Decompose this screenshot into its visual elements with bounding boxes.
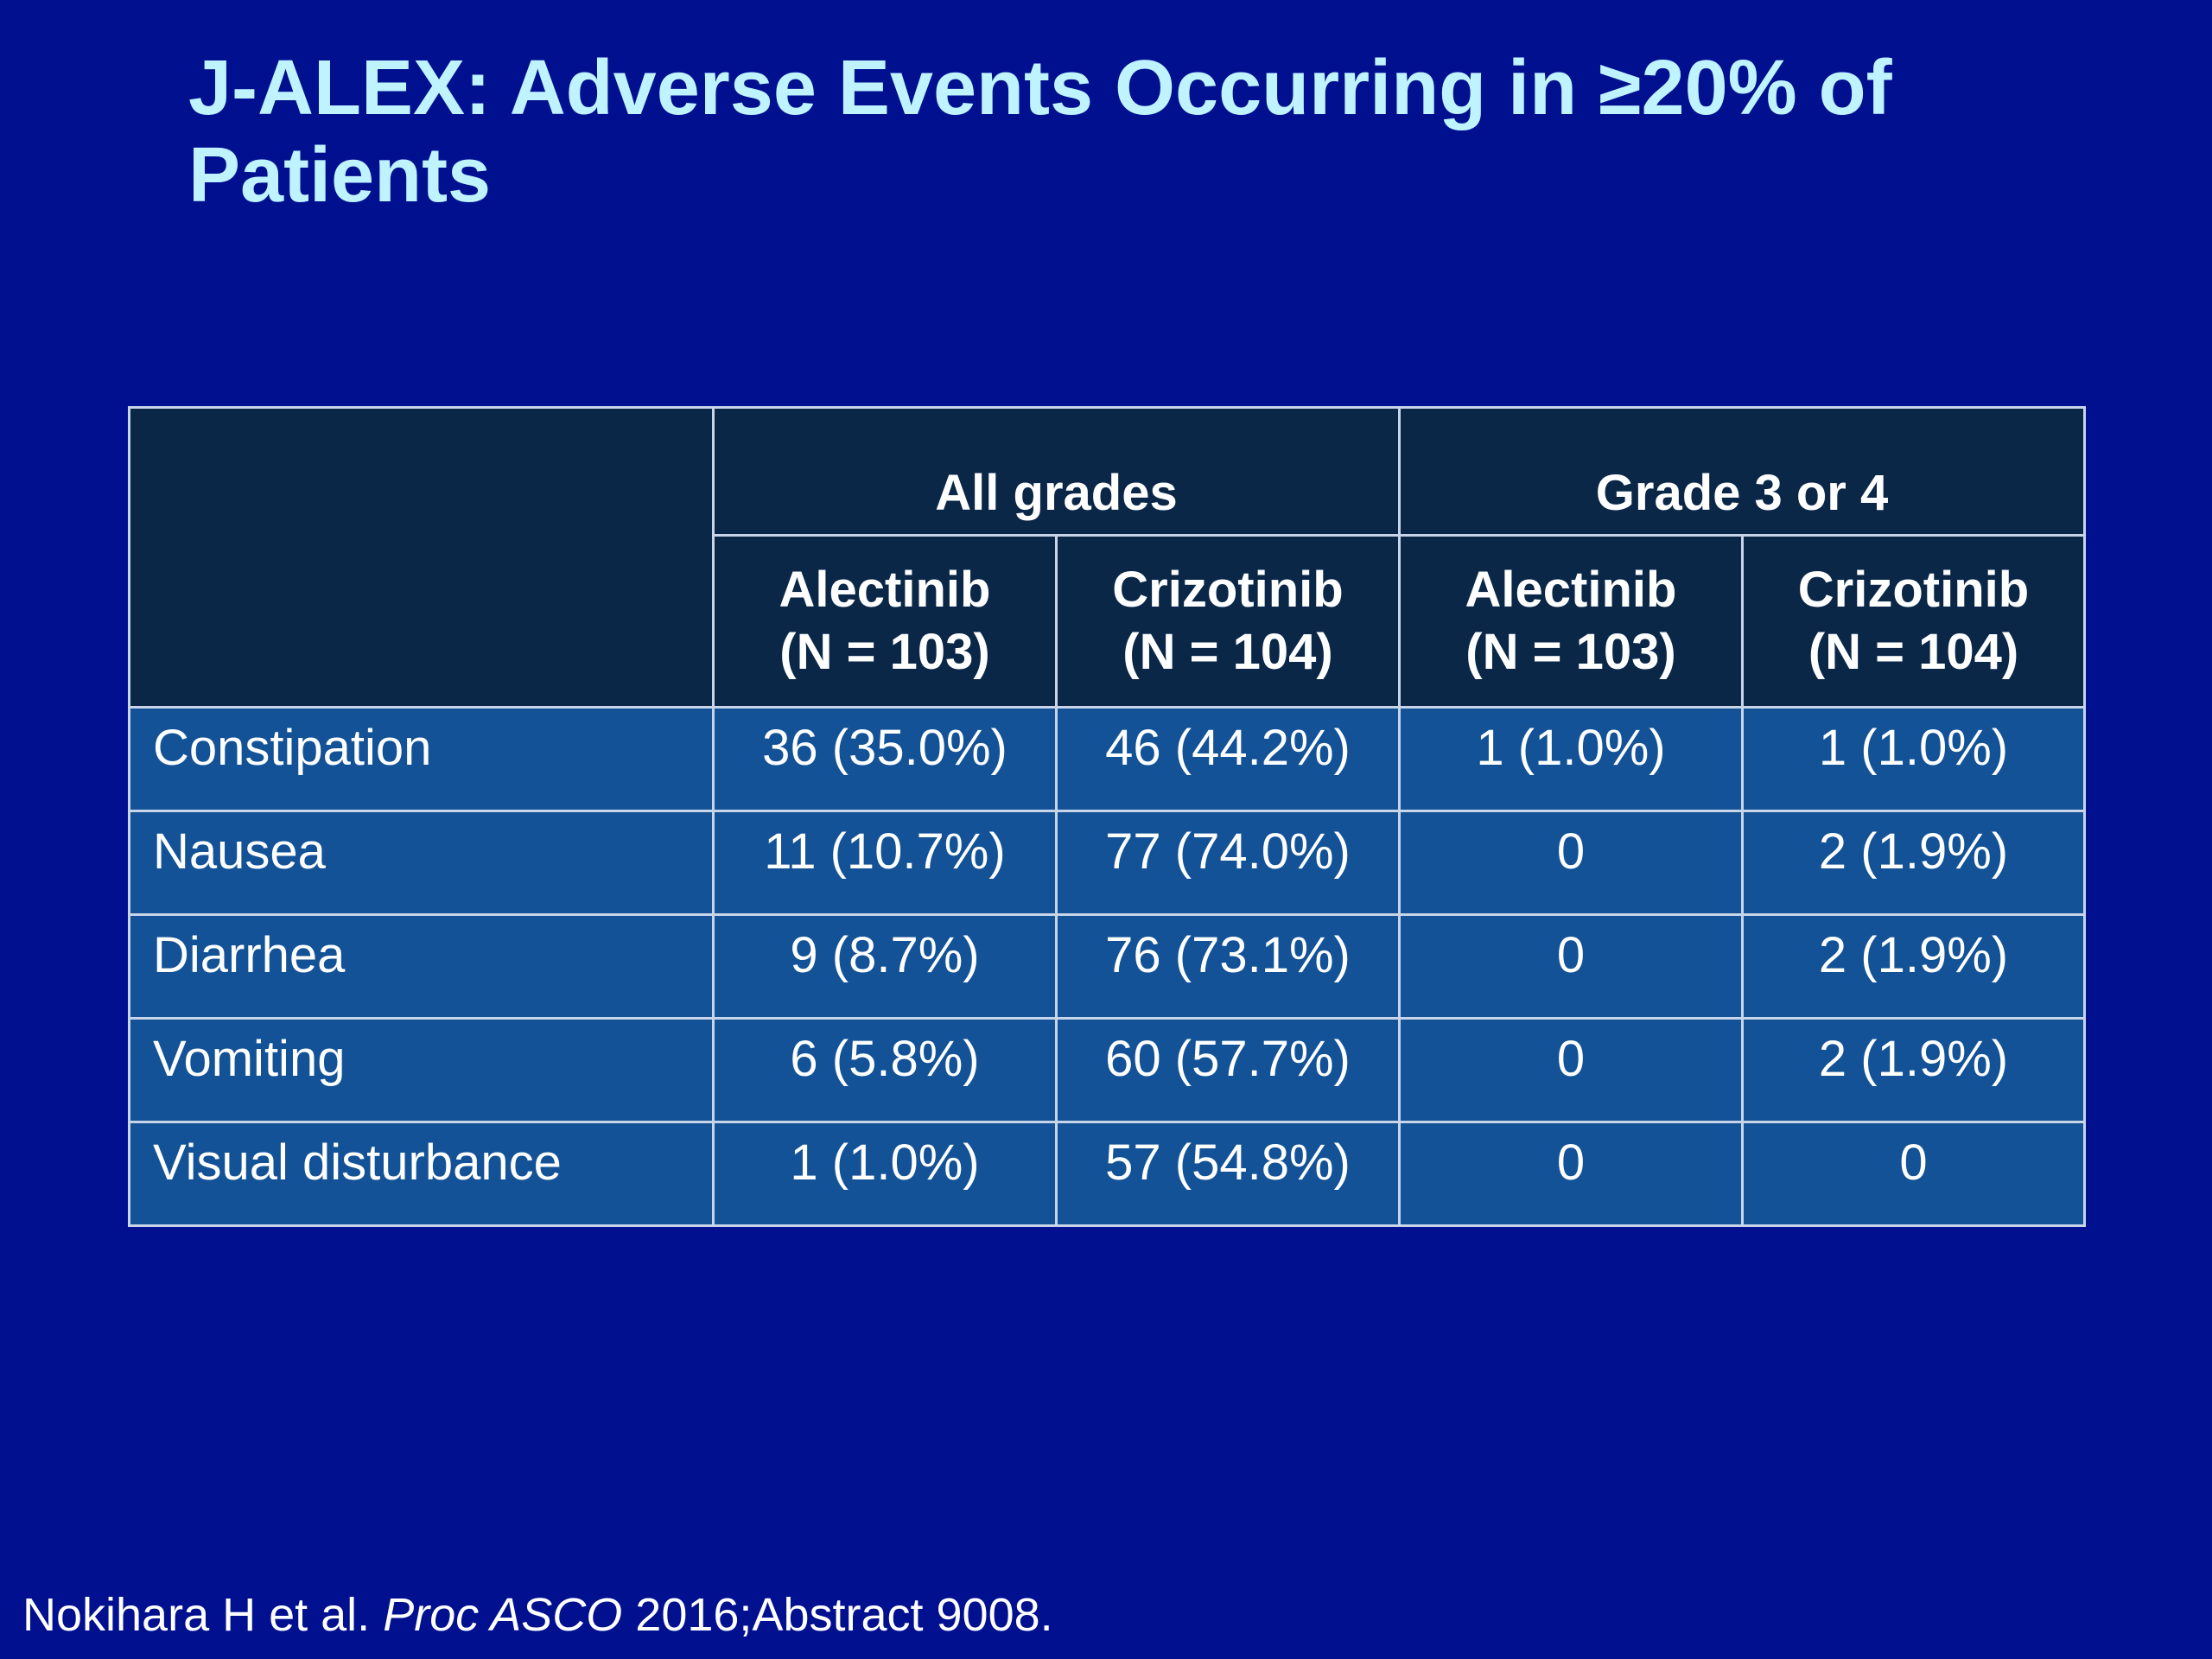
table-cell: 2 (1.9%) <box>1740 1017 2087 1123</box>
adverse-events-table: All grades Grade 3 or 4 Alectinib (N = 10… <box>128 406 2087 1227</box>
sample-size: (N = 103) <box>779 624 990 680</box>
table-cell: 0 <box>1398 810 1744 916</box>
table-cell: 0 <box>1398 1017 1744 1123</box>
table-cell: 6 (5.8%) <box>712 1017 1058 1123</box>
group-header-all-grades: All grades <box>712 406 1401 537</box>
drug-name: Alectinib <box>779 562 991 618</box>
table-cell: 0 <box>1740 1121 2087 1227</box>
table-cell: 57 (54.8%) <box>1055 1121 1401 1227</box>
table-cell: 1 (1.0%) <box>1740 706 2087 812</box>
reference-footnote: Nokihara H et al. Proc ASCO 2016;Abstrac… <box>22 1588 1053 1642</box>
table-cell: 9 (8.7%) <box>712 913 1058 1020</box>
event-label: Nausea <box>128 810 715 916</box>
table-row: Vomiting 6 (5.8%) 60 (57.7%) 0 2 (1.9%) <box>128 1017 2087 1123</box>
slide-title: J-ALEX: Adverse Events Occurring in ≥20%… <box>188 45 1892 219</box>
event-label: Diarrhea <box>128 913 715 1020</box>
group-header-row: All grades Grade 3 or 4 <box>128 406 2087 709</box>
table-cell: 1 (1.0%) <box>1398 706 1744 812</box>
reference-authors: Nokihara H et al. <box>22 1589 371 1641</box>
drug-name: Crizotinib <box>1112 562 1344 618</box>
table-cell: 2 (1.9%) <box>1740 913 2087 1020</box>
sub-header-alectinib-grade34: Alectinib (N = 103) <box>1398 534 1744 709</box>
sub-header-alectinib-all: Alectinib (N = 103) <box>712 534 1058 709</box>
table-cell: 60 (57.7%) <box>1055 1017 1401 1123</box>
event-label: Vomiting <box>128 1017 715 1123</box>
drug-name: Alectinib <box>1465 562 1677 618</box>
table-row: Diarrhea 9 (8.7%) 76 (73.1%) 0 2 (1.9%) <box>128 913 2087 1020</box>
table-cell: 0 <box>1398 913 1744 1020</box>
table-cell: 2 (1.9%) <box>1740 810 2087 916</box>
table-row: Constipation 36 (35.0%) 46 (44.2%) 1 (1.… <box>128 706 2087 812</box>
event-label: Constipation <box>128 706 715 812</box>
table-cell: 0 <box>1398 1121 1744 1227</box>
reference-citation: 2016;Abstract 9008. <box>635 1589 1053 1641</box>
event-label: Visual disturbance <box>128 1121 715 1227</box>
table-row: Visual disturbance 1 (1.0%) 57 (54.8%) 0… <box>128 1121 2087 1227</box>
table-cell: 11 (10.7%) <box>712 810 1058 916</box>
sample-size: (N = 103) <box>1465 624 1676 680</box>
drug-name: Crizotinib <box>1797 562 2030 618</box>
sample-size: (N = 104) <box>1122 624 1333 680</box>
sub-header-crizotinib-grade34: Crizotinib (N = 104) <box>1740 534 2087 709</box>
corner-cell <box>128 406 715 709</box>
table-cell: 76 (73.1%) <box>1055 913 1401 1020</box>
sub-header-row: Alectinib (N = 103) Crizotinib (N = 104) A… <box>130 534 2087 709</box>
table-cell: 46 (44.2%) <box>1055 706 1401 812</box>
table-cell: 1 (1.0%) <box>712 1121 1058 1227</box>
group-header-grade-3-4: Grade 3 or 4 <box>1397 406 2087 537</box>
table-row: Nausea 11 (10.7%) 77 (74.0%) 0 2 (1.9%) <box>128 810 2087 916</box>
table-cell: 36 (35.0%) <box>712 706 1058 812</box>
reference-journal: Proc ASCO <box>383 1589 623 1641</box>
table-cell: 77 (74.0%) <box>1055 810 1401 916</box>
sub-header-crizotinib-all: Crizotinib (N = 104) <box>1055 534 1401 709</box>
sample-size: (N = 104) <box>1808 624 2019 680</box>
